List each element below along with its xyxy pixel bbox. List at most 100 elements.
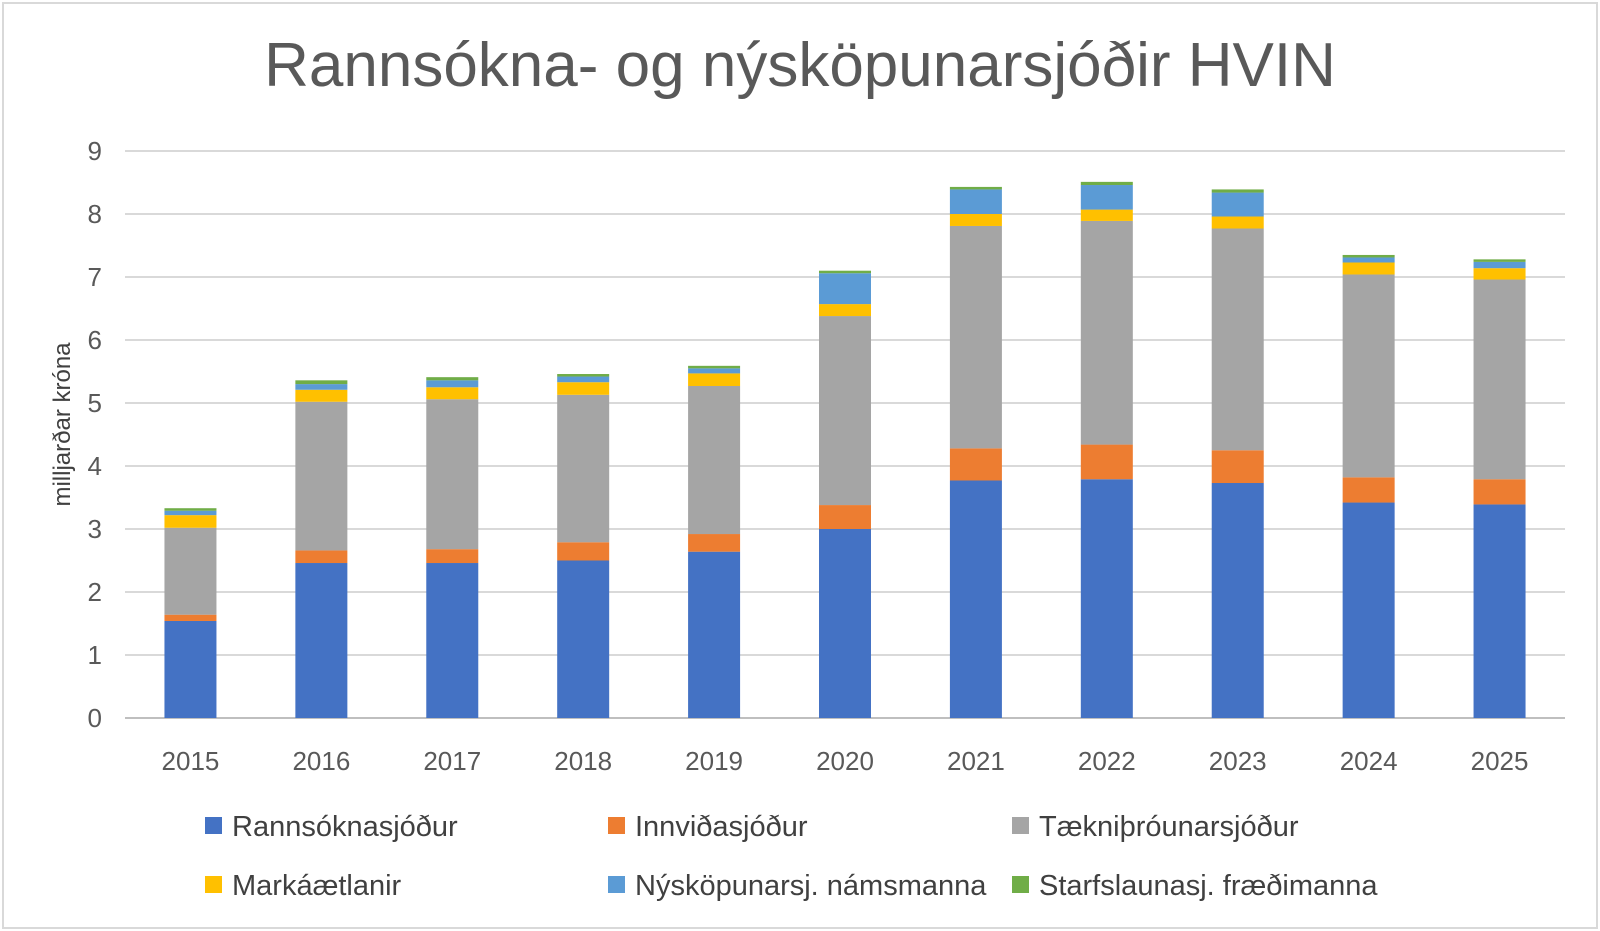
x-axis-ticks: 2015 2016 2017 2018 2019 2020 2021 2022 2023 2024…	[162, 746, 1529, 776]
legend-item: Rannsóknasjóður	[205, 811, 458, 843]
y-tick-label: 5	[88, 388, 102, 418]
legend-item: Tækniþróunarsjóður	[1012, 811, 1299, 843]
bar-segment	[1211, 216, 1264, 229]
bar-segment	[164, 515, 217, 528]
chart-title: Rannsókna- og nýsköpunarsjóðir HVIN	[264, 31, 1336, 100]
bar-segment	[819, 304, 871, 317]
bar-segment	[688, 365, 741, 369]
y-tick-label: 1	[88, 640, 102, 670]
bar-segment	[557, 394, 610, 543]
bar-segment	[1080, 209, 1133, 221]
x-tick-label: 2015	[162, 746, 220, 776]
bar-segment	[164, 508, 217, 511]
legend-label: Rannsóknasjóður	[232, 811, 458, 843]
legend-swatch	[608, 817, 625, 834]
bar-segment	[819, 316, 871, 506]
y-tick-label: 0	[88, 703, 102, 733]
legend-swatch	[608, 876, 625, 893]
bar-segment	[295, 401, 348, 551]
bar-segment	[164, 510, 217, 516]
legend-item: Markáætlanir	[205, 870, 402, 902]
legend: Rannsóknasjóður Innviðasjóður Tækniþróunar…	[205, 811, 1378, 902]
bar-segment	[426, 380, 479, 388]
bar-segment	[557, 542, 610, 561]
legend-swatch	[205, 817, 222, 834]
bar-segment	[1473, 259, 1526, 262]
bar-segment	[1342, 477, 1395, 503]
bar-segment	[949, 480, 1002, 718]
bar-segment	[949, 186, 1002, 190]
bar-segment	[819, 505, 871, 529]
x-tick-label: 2018	[554, 746, 612, 776]
x-tick-label: 2025	[1471, 746, 1529, 776]
x-tick-label: 2020	[816, 746, 874, 776]
bar-segment	[1473, 479, 1526, 505]
bar-segment	[295, 563, 348, 718]
bar-segment	[688, 368, 741, 374]
legend-label: Nýsköpunarsj. námsmanna	[635, 870, 987, 902]
bar-segment	[1211, 192, 1264, 217]
y-tick-label: 9	[88, 136, 102, 166]
bar-segment	[1342, 262, 1395, 275]
bars	[164, 181, 1526, 718]
bar-segment	[557, 374, 610, 377]
legend-item: Starfslaunasj. fræðimanna	[1012, 870, 1378, 902]
bar-segment	[1473, 504, 1526, 718]
legend-swatch	[1012, 817, 1029, 834]
legend-item: Nýsköpunarsj. námsmanna	[608, 870, 987, 902]
y-axis-label: milljarðar króna	[49, 342, 76, 507]
bar-segment	[426, 563, 479, 718]
bar-segment	[426, 549, 479, 564]
bar-segment	[949, 189, 1002, 214]
bar-segment	[1342, 257, 1395, 263]
y-axis-ticks: 0 1 2 3 4 5 6 7 8 9	[88, 136, 102, 733]
x-tick-label: 2022	[1078, 746, 1136, 776]
bar-segment	[295, 550, 348, 564]
bar-segment	[295, 389, 348, 402]
bar-segment	[557, 560, 610, 718]
bar-segment	[949, 225, 1002, 449]
x-tick-label: 2017	[423, 746, 481, 776]
legend-label: Tækniþróunarsjóður	[1039, 811, 1299, 843]
bar-segment	[1473, 279, 1526, 480]
bar-segment	[426, 399, 479, 550]
bar-segment	[1211, 189, 1264, 193]
bar-segment	[688, 551, 741, 718]
legend-label: Markáætlanir	[232, 870, 402, 902]
bar-segment	[1080, 479, 1133, 718]
legend-swatch	[205, 876, 222, 893]
x-tick-label: 2024	[1340, 746, 1398, 776]
bar-segment	[295, 384, 348, 390]
y-tick-label: 8	[88, 199, 102, 229]
bar-segment	[819, 529, 871, 718]
bar-segment	[1342, 274, 1395, 478]
y-tick-label: 7	[88, 262, 102, 292]
bar-segment	[1342, 254, 1395, 258]
bar-segment	[949, 448, 1002, 481]
bar-segment	[1211, 450, 1264, 484]
legend-item: Innviðasjóður	[608, 811, 808, 843]
bar-segment	[164, 527, 217, 615]
bar-segment	[1080, 220, 1133, 445]
x-tick-label: 2023	[1209, 746, 1267, 776]
y-tick-label: 4	[88, 451, 102, 481]
bar-segment	[1342, 502, 1395, 718]
bar-segment	[295, 380, 348, 385]
y-tick-label: 3	[88, 514, 102, 544]
y-tick-label: 6	[88, 325, 102, 355]
bar-segment	[164, 620, 217, 718]
bar-segment	[557, 376, 610, 383]
bar-segment	[1473, 268, 1526, 280]
bar-segment	[1080, 185, 1133, 210]
bar-segment	[688, 534, 741, 552]
bar-segment	[1473, 261, 1526, 269]
bar-segment	[819, 273, 871, 305]
y-tick-label: 2	[88, 577, 102, 607]
bar-segment	[426, 377, 479, 381]
bar-segment	[949, 214, 1002, 226]
legend-label: Starfslaunasj. fræðimanna	[1039, 870, 1378, 902]
x-tick-label: 2019	[685, 746, 743, 776]
bar-segment	[1080, 444, 1133, 480]
x-tick-label: 2021	[947, 746, 1005, 776]
